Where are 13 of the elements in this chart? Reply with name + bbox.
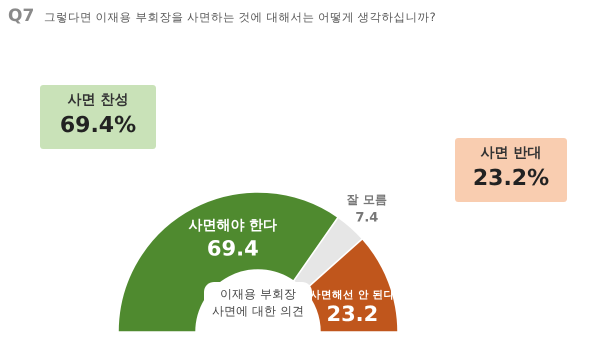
slice-label: 사면해야 한다 bbox=[188, 217, 278, 234]
text: 사면 반대 bbox=[480, 144, 542, 163]
chart-title: Q7 bbox=[8, 6, 34, 26]
data-label: 69.4 bbox=[206, 236, 259, 260]
data-label: 7.4 bbox=[355, 210, 378, 226]
data-label: 23.2 bbox=[326, 302, 378, 326]
text: 사면 찬성 bbox=[66, 91, 130, 110]
slice-label: 사면해선 안 된다 bbox=[310, 289, 395, 301]
slice-label: 잘 모름 bbox=[346, 192, 387, 206]
text: 69.4% bbox=[58, 113, 138, 138]
text: 23.2% bbox=[472, 166, 550, 191]
text: 이재용 부회장 사면에 대한 의견 bbox=[204, 282, 312, 324]
chart-subtitle: 그렇다면 이재용 부회장을 사면하는 것에 대해서는 어떻게 생각하십니까? bbox=[44, 10, 436, 25]
